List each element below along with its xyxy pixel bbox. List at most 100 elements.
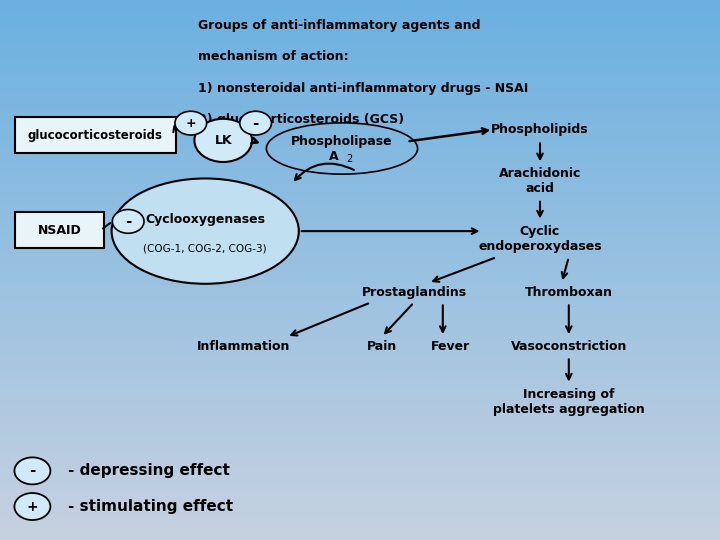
Bar [0,57,720,59]
Bar [0,211,720,213]
Bar [0,472,720,475]
Bar [0,224,720,227]
Bar [0,494,720,497]
Bar [0,451,720,454]
Bar [0,297,720,300]
Bar [0,54,720,57]
Bar [0,251,720,254]
Text: LK: LK [215,134,232,147]
Bar [0,362,720,364]
Bar [0,202,720,205]
Bar [0,30,720,32]
Bar [0,86,720,89]
Bar [0,0,720,3]
Bar [0,446,720,448]
Bar [0,505,720,508]
Bar [0,346,720,348]
Bar [0,132,720,135]
Bar [0,40,720,43]
Bar [0,51,720,54]
Bar [0,275,720,278]
Bar [0,170,720,173]
Bar [0,22,720,24]
Bar [0,386,720,389]
Bar [0,262,720,265]
Bar [0,502,720,505]
Bar [0,159,720,162]
Bar [0,500,720,502]
Bar [0,443,720,445]
Bar [0,292,720,294]
Text: Fever: Fever [431,340,469,353]
Bar [0,410,720,413]
Bar [0,154,720,157]
Bar [0,148,720,151]
Bar [0,59,720,62]
Circle shape [175,111,207,135]
Bar [0,338,720,340]
Bar [0,424,720,427]
Bar [0,32,720,35]
Bar [0,408,720,410]
Bar [0,497,720,500]
Text: -: - [30,463,35,478]
Bar [0,105,720,108]
Bar [0,189,720,192]
Bar [0,289,720,292]
Bar [0,343,720,346]
Bar [0,256,720,259]
Bar [0,535,720,537]
Text: (COG-1, COG-2, COG-3): (COG-1, COG-2, COG-3) [143,244,267,253]
Bar [0,248,720,251]
Bar [0,491,720,494]
Bar [0,111,720,113]
Bar [0,400,720,402]
Bar [0,348,720,351]
Bar [0,470,720,472]
Bar [0,38,720,40]
Bar [0,429,720,432]
Bar [0,378,720,381]
Bar [0,354,720,356]
FancyBboxPatch shape [15,117,176,153]
Bar [0,116,720,119]
Bar [0,324,720,327]
Bar [0,356,720,359]
Bar [0,197,720,200]
Bar [0,173,720,176]
Bar [0,389,720,392]
Bar [0,513,720,516]
Bar [0,140,720,143]
Bar [0,416,720,418]
Bar [0,46,720,49]
Bar [0,208,720,211]
Bar [0,489,720,491]
Bar [0,235,720,238]
Bar [0,221,720,224]
Bar [0,11,720,14]
Bar [0,281,720,284]
Text: glucocorticosteroids: glucocorticosteroids [28,129,163,141]
Bar [0,8,720,11]
Text: 2: 2 [346,154,352,164]
Bar [0,278,720,281]
Text: A: A [328,150,338,163]
Bar [0,24,720,27]
Bar [0,305,720,308]
Bar [0,73,720,76]
Bar [0,68,720,70]
Bar [0,375,720,378]
Bar [0,254,720,256]
Bar [0,427,720,429]
Bar [0,308,720,310]
Bar [0,178,720,181]
Bar [0,483,720,486]
Bar [0,381,720,383]
Bar [0,194,720,197]
Bar [0,230,720,232]
Bar [0,456,720,459]
Bar [0,373,720,375]
Bar [0,16,720,19]
Bar [0,181,720,184]
Text: platelets aggregation: platelets aggregation [493,403,644,416]
